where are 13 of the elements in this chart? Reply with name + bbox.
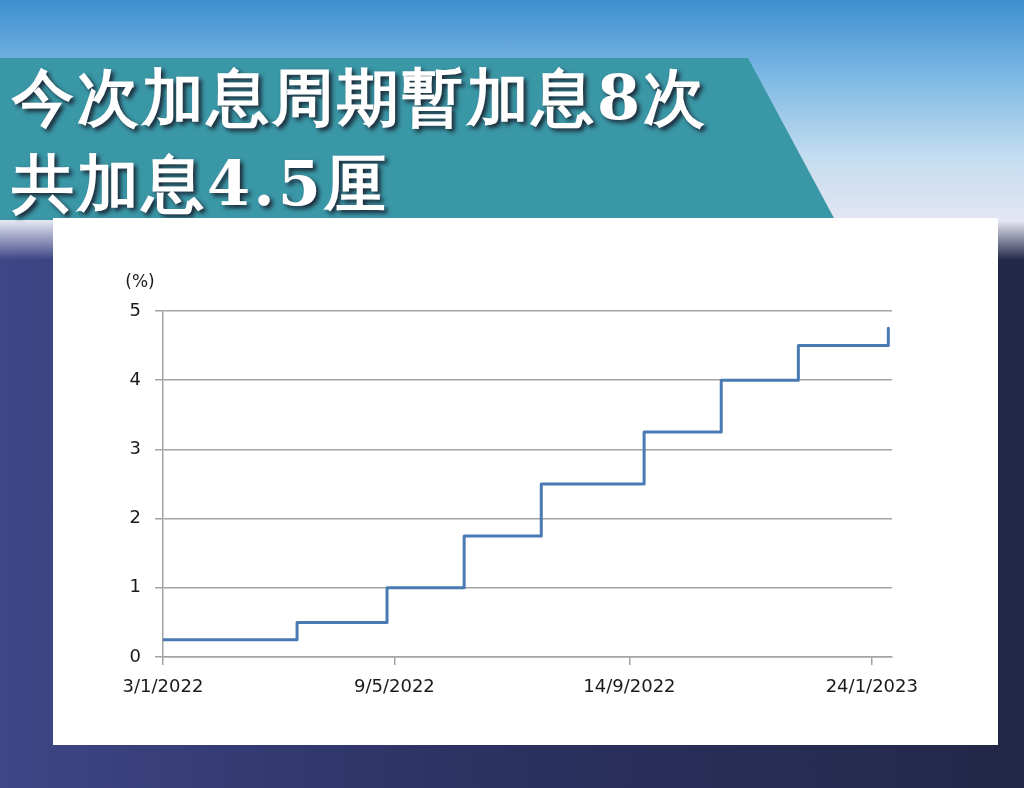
x-tick-label: 24/1/2023 (825, 675, 918, 697)
y-tick-label: 3 (129, 437, 141, 459)
y-tick-label: 1 (129, 575, 141, 597)
y-tick-label: 4 (129, 367, 141, 389)
y-tick-label: 5 (129, 298, 141, 320)
x-tick-label: 9/5/2022 (353, 675, 435, 697)
y-tick-label: 2 (129, 506, 141, 528)
x-tick-label: 14/9/2022 (583, 675, 676, 697)
y-tick-label: 0 (129, 644, 141, 666)
x-tick-label: 3/1/2022 (122, 675, 204, 697)
chart-subtitle: 共加息4.5厘 (12, 147, 389, 220)
chart-title: 今次加息周期暫加息8次 (12, 61, 709, 134)
y-axis-title: (%) (125, 271, 155, 292)
